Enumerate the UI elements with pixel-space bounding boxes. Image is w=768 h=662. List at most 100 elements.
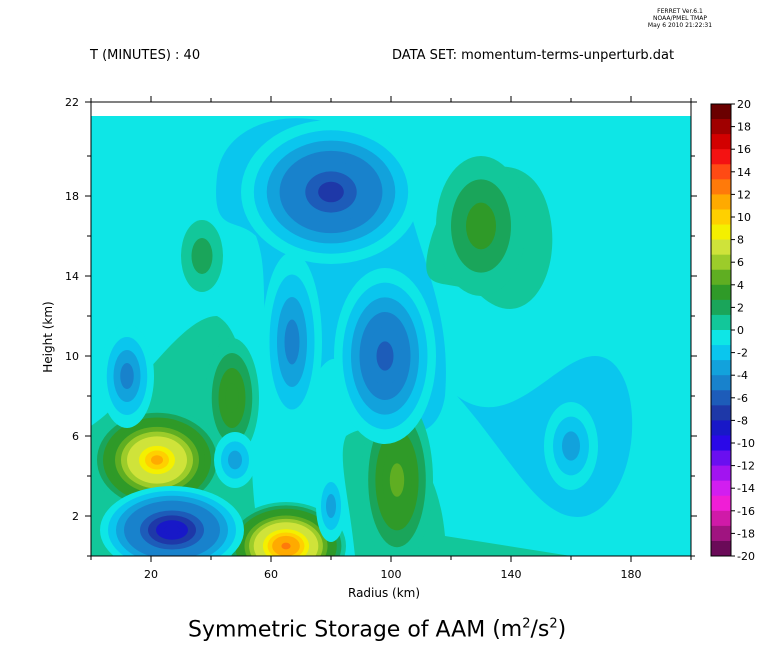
colorbar-swatch: [711, 330, 731, 346]
colorbar-label: -14: [737, 482, 755, 495]
contour-band: [284, 319, 300, 365]
colorbar-swatch: [711, 450, 731, 467]
minimum-11: [100, 324, 154, 428]
y-tick-label: 22: [65, 96, 79, 109]
colorbar-swatch: [711, 269, 731, 286]
colorbar-swatch: [711, 510, 731, 527]
colorbar-label: 20: [737, 98, 751, 111]
ferret-stamp: FERRET Ver.6.1 NOAA/PMEL TMAP May 6 2010…: [640, 8, 720, 29]
minimum-10: [262, 252, 322, 432]
contour-band: [228, 450, 242, 470]
x-tick-label: 20: [144, 568, 158, 581]
contour-band: [281, 542, 291, 550]
colorbar-swatch: [711, 299, 731, 316]
colorbar-swatch: [711, 179, 731, 195]
colorbar-swatch: [711, 525, 731, 542]
stamp-line-2: NOAA/PMEL TMAP: [653, 15, 707, 22]
colorbar-swatch: [711, 239, 731, 256]
colorbar-label: 16: [737, 143, 751, 156]
colorbar-label: 6: [737, 256, 744, 269]
colorbar-label: -10: [737, 437, 755, 450]
y-tick-label: 18: [65, 190, 79, 203]
colorbar: 20181614121086420-2-4-6-8-10-12-14-16-18…: [710, 98, 755, 563]
contour-band: [151, 455, 163, 465]
colorbar-swatch: [711, 194, 731, 210]
contour-band: [389, 463, 405, 497]
colorbar-swatch: [711, 119, 731, 135]
contour-field: [91, 116, 691, 556]
maximum-6: [181, 220, 223, 292]
x-tick-label: 60: [264, 568, 278, 581]
colorbar-swatch: [711, 540, 731, 557]
colorbar-label: -12: [737, 460, 755, 473]
x-axis-label: Radius (km): [348, 586, 421, 600]
y-tick-label: 6: [72, 430, 79, 443]
x-tick-label: 100: [381, 568, 402, 581]
colorbar-label: -18: [737, 527, 755, 540]
colorbar-swatch: [711, 104, 731, 120]
colorbar-swatch: [711, 420, 731, 436]
maximum-5: [436, 156, 526, 296]
colorbar-swatch: [711, 134, 731, 150]
minimum-7: [100, 486, 244, 556]
title-units: (m2/s2): [492, 617, 567, 643]
contour-band: [318, 181, 344, 203]
colorbar-label: -8: [737, 414, 748, 427]
minimum-13: [544, 402, 598, 490]
colorbar-label: -6: [737, 392, 748, 405]
dataset-label: DATA SET: momentum-terms-unperturb.dat: [392, 48, 675, 63]
colorbar-label: -4: [737, 369, 748, 382]
colorbar-label: 14: [737, 166, 751, 179]
colorbar-swatch: [711, 465, 731, 482]
contour-band: [120, 363, 134, 389]
colorbar-label: 18: [737, 121, 751, 134]
colorbar-label: 4: [737, 279, 744, 292]
maximum-4: [205, 338, 259, 458]
colorbar-swatch: [711, 435, 731, 452]
stamp-line-1: FERRET Ver.6.1: [657, 8, 703, 15]
contour-band: [225, 383, 239, 413]
colorbar-swatch: [711, 254, 731, 271]
colorbar-label: -2: [737, 347, 748, 360]
time-label: T (MINUTES) : 40: [90, 48, 201, 63]
colorbar-swatch: [711, 480, 731, 497]
y-tick-label: 2: [72, 510, 79, 523]
maximum-2: [226, 502, 346, 556]
colorbar-swatch: [711, 360, 731, 376]
contour-band: [562, 431, 580, 461]
colorbar-swatch: [711, 405, 731, 421]
chart-title: Symmetric Storage of AAM (m2/s2): [188, 617, 566, 642]
colorbar-label: 8: [737, 234, 744, 247]
colorbar-swatch: [711, 390, 731, 406]
title-text: Symmetric Storage of AAM: [188, 617, 486, 643]
colorbar-swatch: [711, 495, 731, 512]
y-tick-label: 10: [65, 350, 79, 363]
minimum-14: [316, 470, 346, 542]
maximum-1: [91, 408, 223, 512]
y-tick-label: 14: [65, 270, 79, 283]
colorbar-label: 12: [737, 188, 751, 201]
contour-band: [164, 525, 180, 535]
minimum-8: [241, 120, 421, 264]
colorbar-label: 10: [737, 211, 751, 224]
colorbar-swatch: [711, 149, 731, 165]
colorbar-swatch: [711, 209, 731, 226]
minimum-12: [214, 432, 256, 488]
colorbar-swatch: [711, 284, 731, 301]
colorbar-swatch: [711, 224, 731, 241]
x-tick-label: 180: [621, 568, 642, 581]
colorbar-swatch: [711, 345, 731, 361]
contour-band: [376, 341, 394, 371]
axis-ticks: 20 60 100 140 180 2 6 10 14 18 22: [65, 96, 697, 581]
contour-band: [191, 238, 213, 274]
colorbar-label: 2: [737, 301, 744, 314]
colorbar-label: -16: [737, 505, 755, 518]
stamp-line-3: May 6 2010 21:22:31: [647, 22, 713, 29]
colorbar-label: 0: [737, 324, 744, 337]
x-tick-label: 140: [501, 568, 522, 581]
y-axis-label: Height (km): [41, 301, 55, 373]
contour-band: [326, 494, 336, 518]
colorbar-label: -20: [737, 550, 755, 563]
colorbar-swatch: [711, 375, 731, 391]
